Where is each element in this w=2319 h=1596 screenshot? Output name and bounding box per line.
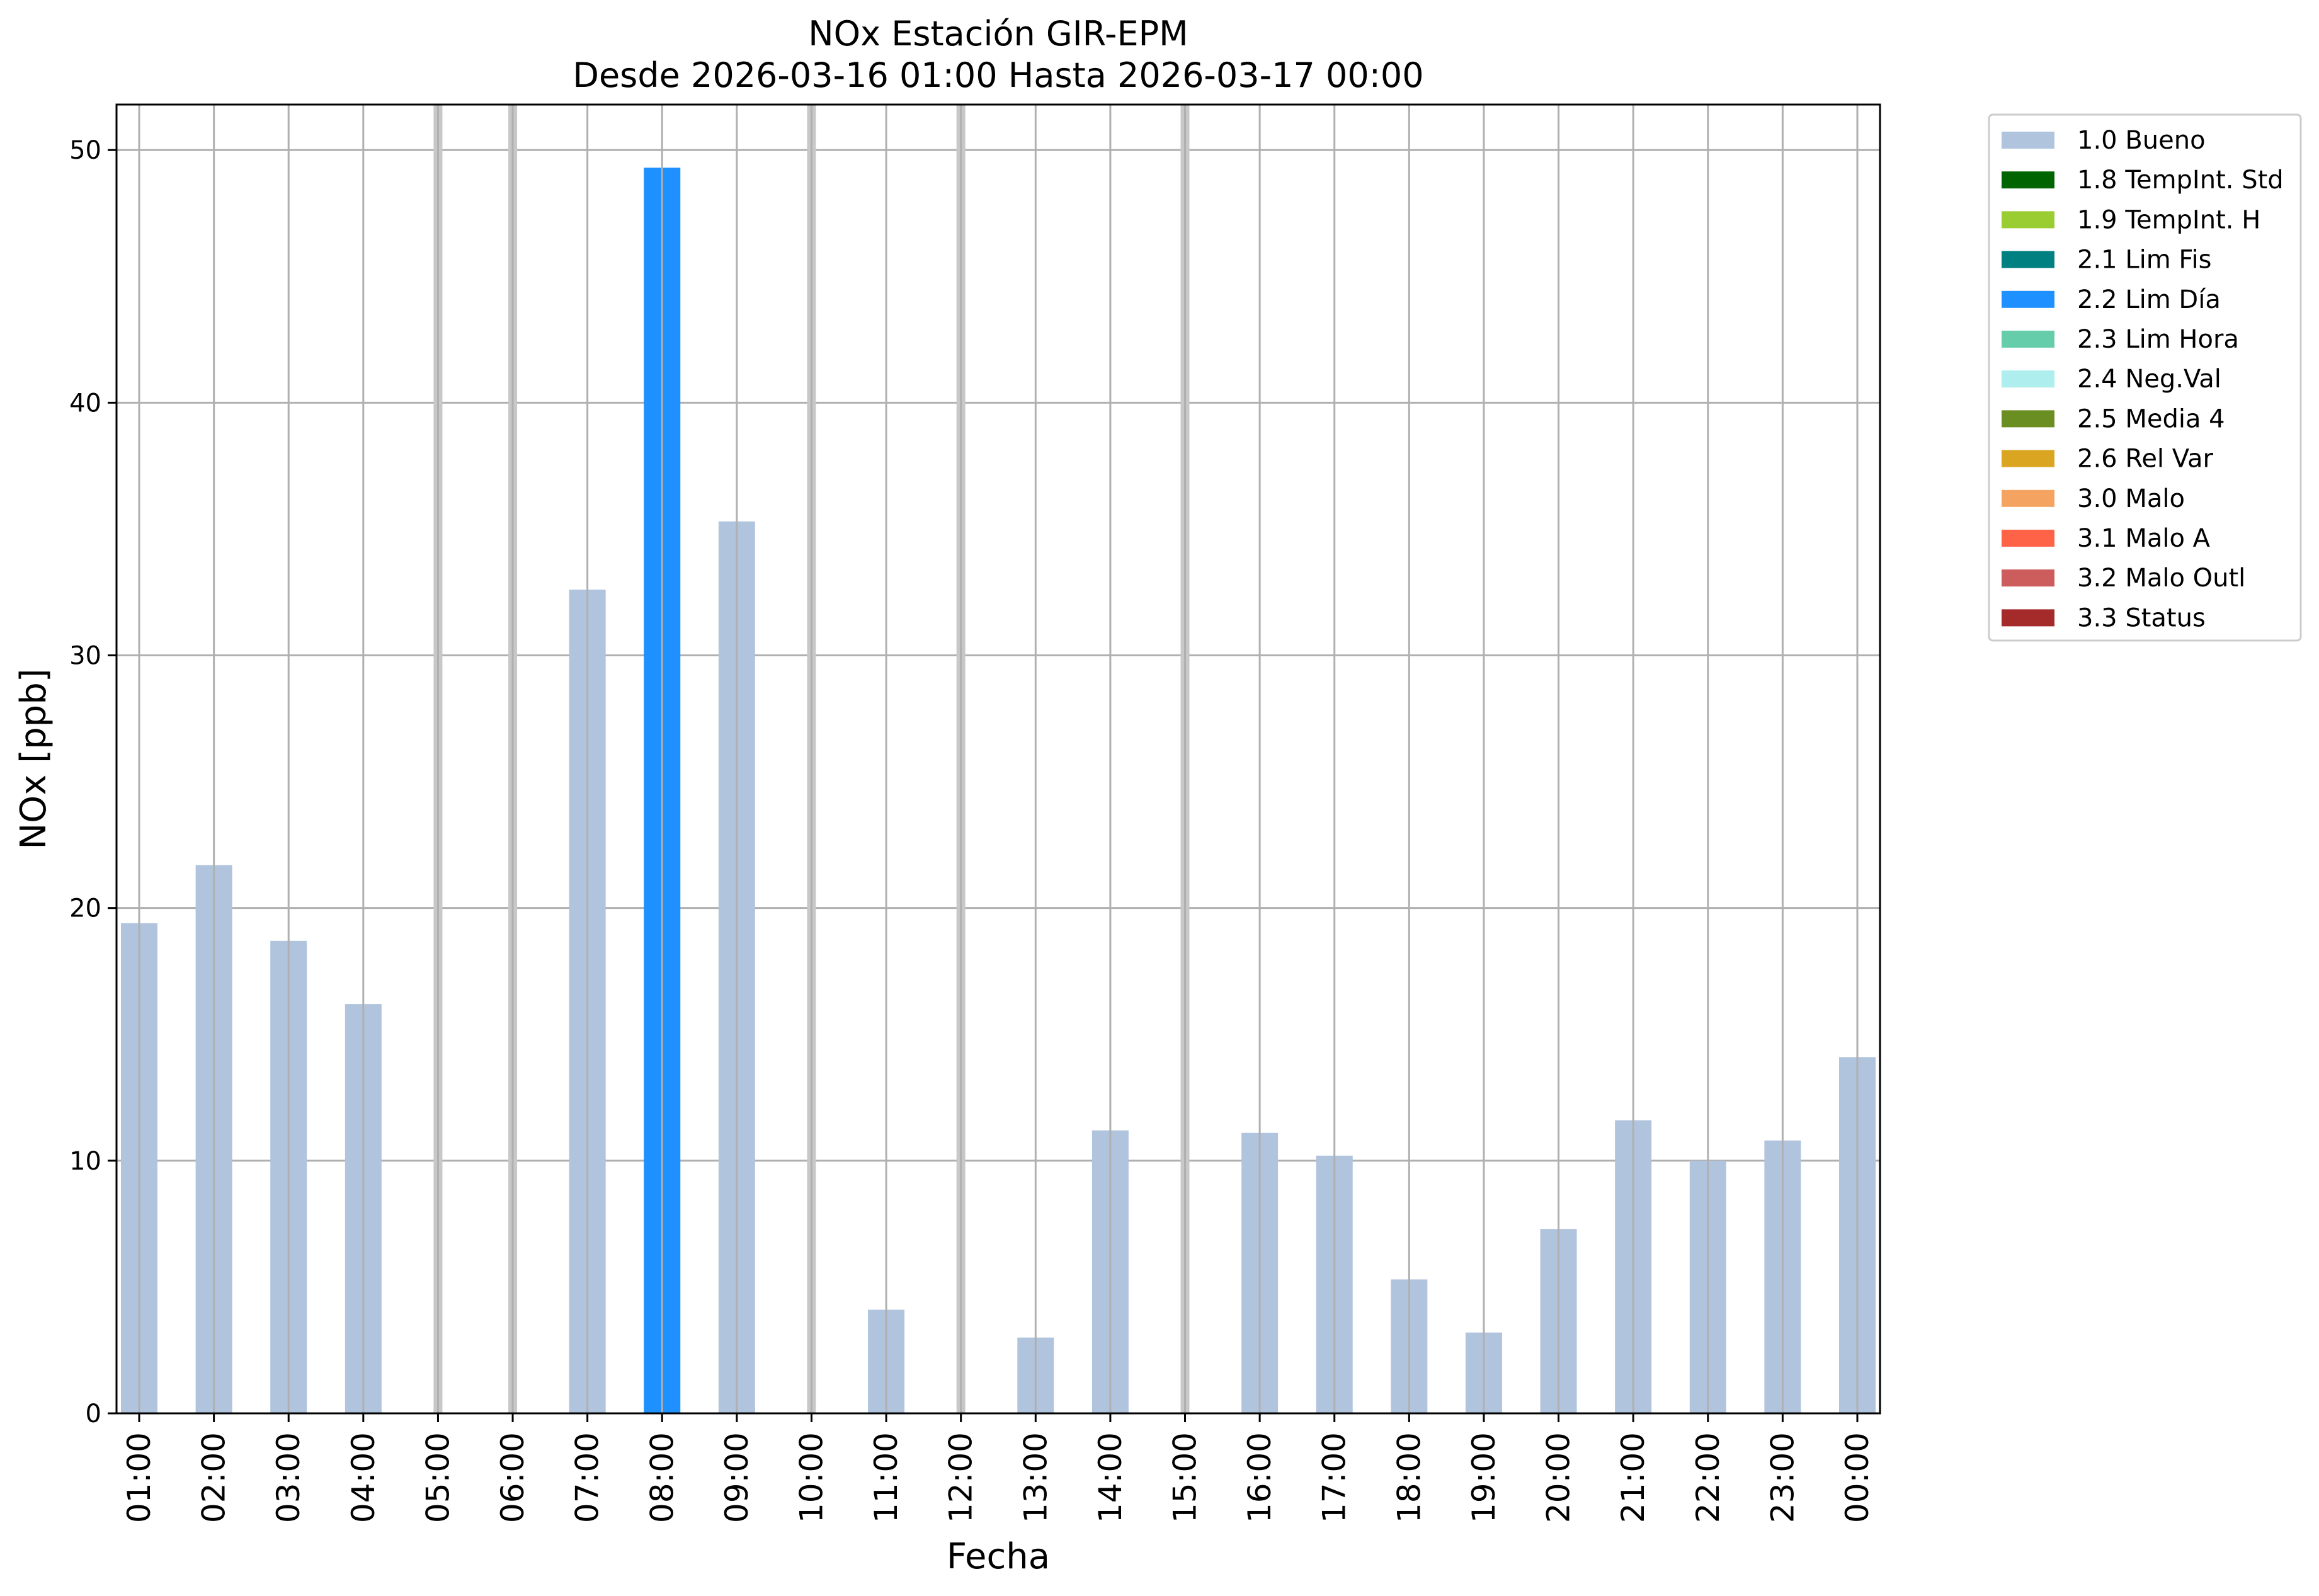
y-tick-label: 0 [86,1399,101,1428]
legend-entry: 3.0 Malo [2077,484,2185,513]
legend-entry: 1.9 TempInt. H [2077,205,2260,234]
grid-lines [117,149,1880,1162]
legend-swatch [2002,410,2054,428]
legend-swatch [2002,450,2054,467]
x-tick-label: 15:00 [1167,1432,1204,1523]
plot-area-frame [115,103,1881,1415]
y-axis-ticks: 0 10 20 30 40 50 [69,136,117,1428]
x-tick-label: 01:00 [121,1432,157,1523]
x-tick-label: 17:00 [1316,1432,1353,1523]
legend-swatch [2002,132,2054,149]
legend-entry: 3.1 Malo A [2077,524,2211,553]
legend-entry: 2.5 Media 4 [2077,404,2225,433]
legend-entry: 2.2 Lim Día [2077,285,2221,314]
legend-swatch [2002,171,2054,189]
x-tick-label: 13:00 [1017,1432,1054,1523]
legend-entry: 3.2 Malo Outl [2077,564,2245,593]
legend-entry: 2.6 Rel Var [2077,445,2214,474]
legend: 1.0 Bueno 1.8 TempInt. Std 1.9 TempInt. H 2… [1988,113,2302,642]
legend-entry: 1.0 Bueno [2077,126,2206,155]
x-axis-label: Fecha [947,1536,1050,1577]
x-tick-label: 03:00 [270,1432,307,1523]
legend-entry: 2.1 Lim Fis [2077,246,2211,275]
legend-swatch [2002,609,2054,627]
legend-swatch [2002,211,2054,229]
x-tick-label: 20:00 [1541,1432,1577,1523]
legend-swatch [2002,489,2054,507]
x-axis-ticks: 01:00 02:00 03:00 04:00 05:00 06:00 07:00 08:00… [121,1413,1876,1523]
legend-entry: 2.3 Lim Hora [2077,325,2239,354]
x-tick-label: 18:00 [1391,1432,1427,1523]
x-tick-label: 09:00 [719,1432,755,1523]
legend-entry: 3.3 Status [2077,603,2206,632]
x-tick-label: 00:00 [1839,1432,1876,1523]
y-tick-label: 20 [69,894,101,923]
x-tick-label: 22:00 [1690,1432,1726,1523]
legend-entry: 1.8 TempInt. Std [2077,166,2284,195]
x-tick-label: 07:00 [569,1432,606,1523]
y-tick-label: 50 [69,136,101,165]
x-tick-label: 16:00 [1241,1432,1278,1523]
legend-swatch [2002,370,2054,388]
vertical-grid-lines [138,105,1859,1413]
x-tick-label: 12:00 [943,1432,979,1523]
x-tick-label: 08:00 [644,1432,680,1523]
x-tick-label: 21:00 [1615,1432,1651,1523]
x-tick-label: 23:00 [1764,1432,1801,1523]
y-tick-label: 40 [69,389,101,418]
x-tick-label: 14:00 [1092,1432,1129,1523]
legend-swatch [2002,290,2054,308]
x-tick-label: 19:00 [1466,1432,1502,1523]
chart-title-line1: NOx Estación GIR-EPM [808,14,1188,54]
legend-swatch [2002,251,2054,268]
x-tick-label: 11:00 [868,1432,904,1523]
legend-entry: 2.4 Neg.Val [2077,365,2221,394]
legend-swatch [2002,569,2054,587]
legend-swatch [2002,530,2054,547]
x-tick-label: 02:00 [196,1432,232,1523]
x-tick-label: 06:00 [494,1432,531,1523]
legend-box [1988,113,2302,642]
y-tick-label: 30 [69,642,101,671]
legend-swatch [2002,331,2054,348]
x-tick-label: 04:00 [345,1432,382,1523]
chart-title-line2: Desde 2026-03-16 01:00 Hasta 2026-03-17 … [573,55,1423,95]
y-tick-label: 10 [69,1147,101,1176]
x-tick-label: 05:00 [419,1432,456,1523]
y-axis-label: NOx [ppb] [13,668,54,849]
bars [121,168,1876,1414]
x-tick-label: 10:00 [793,1432,829,1523]
